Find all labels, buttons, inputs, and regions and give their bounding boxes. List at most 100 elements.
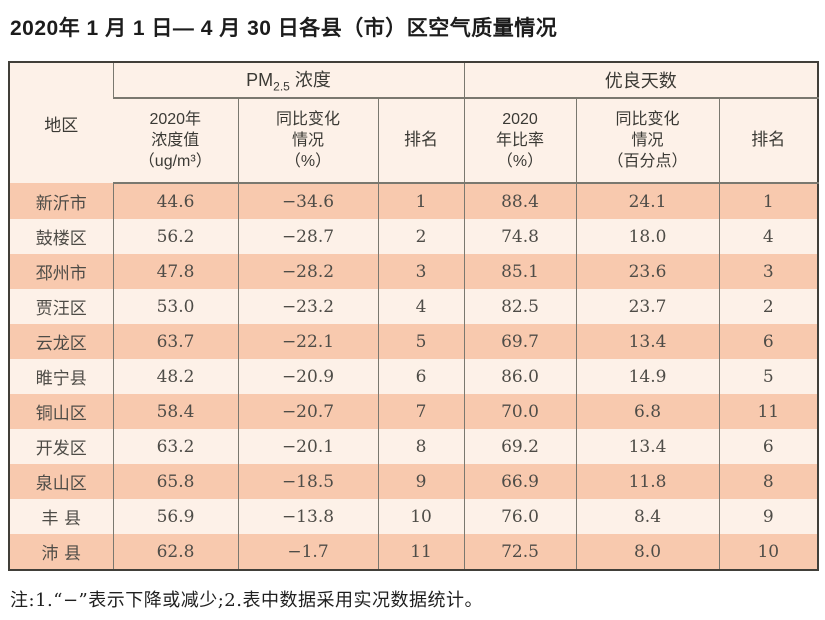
pm-value-cell: 58.4 [112, 394, 238, 429]
good-rate-cell: 69.2 [463, 429, 577, 464]
pm-change-cell: −20.7 [237, 394, 378, 429]
good-change-cell: 23.6 [575, 254, 720, 289]
table-row: 开发区 63.2 −20.1 8 69.2 13.4 6 [9, 429, 819, 464]
pm-suffix: 浓度 [289, 70, 331, 91]
pm-value-cell: 47.8 [112, 254, 238, 289]
region-cell: 贾汪区 [9, 289, 113, 324]
good-change-cell: 6.8 [575, 394, 720, 429]
pm-subscript: 2.5 [273, 79, 290, 94]
pm-change-cell: −28.2 [237, 254, 378, 289]
good-rank-cell: 9 [718, 499, 819, 534]
pm-change-cell: −23.2 [237, 289, 378, 324]
region-cell: 丰 县 [9, 499, 113, 534]
pm-rank-cell: 6 [377, 359, 465, 394]
region-cell: 泉山区 [9, 464, 113, 499]
col-header-pm-value: 2020年 浓度值 （ug/m³） [113, 98, 238, 184]
pm-value-cell: 62.8 [112, 534, 238, 570]
pm-rank-cell: 4 [377, 289, 465, 324]
good-rank-cell: 6 [718, 324, 819, 359]
pm-rank-cell: 3 [377, 254, 465, 289]
pm-change-cell: −28.7 [237, 219, 378, 254]
good-rate-cell: 86.0 [463, 359, 577, 394]
page-title: 2020年 1 月 1 日— 4 月 30 日各县（市）区空气质量情况 [10, 17, 558, 40]
region-cell: 云龙区 [9, 324, 113, 359]
table-row: 沛 县 62.8 −1.7 11 72.5 8.0 10 [9, 534, 819, 570]
sub-header-row: 2020年 浓度值 （ug/m³） 同比变化 情况 （%） 排名 2020 年比… [9, 98, 819, 184]
pm-rank-cell: 5 [377, 324, 465, 359]
good-rate-cell: 88.4 [463, 183, 577, 219]
col-header-good-rank: 排名 [718, 98, 819, 184]
pm-value-cell: 63.2 [112, 429, 238, 464]
pm-value-cell: 56.9 [112, 499, 238, 534]
table-row: 鼓楼区 56.2 −28.7 2 74.8 18.0 4 [9, 219, 819, 254]
pm-rank-cell: 1 [377, 183, 465, 219]
table-row: 云龙区 63.7 −22.1 5 69.7 13.4 6 [9, 324, 819, 359]
good-rank-cell: 4 [718, 219, 819, 254]
table-row: 丰 县 56.9 −13.8 10 76.0 8.4 9 [9, 499, 819, 534]
col-group-good-days: 优良天数 [463, 62, 819, 99]
pm-rank-cell: 10 [377, 499, 465, 534]
good-rate-cell: 85.1 [463, 254, 577, 289]
good-rank-cell: 5 [718, 359, 819, 394]
region-cell: 铜山区 [9, 394, 113, 429]
region-cell: 沛 县 [9, 534, 113, 570]
table-row: 新沂市 44.6 −34.6 1 88.4 24.1 1 [9, 183, 819, 219]
table-row: 睢宁县 48.2 −20.9 6 86.0 14.9 5 [9, 359, 819, 394]
region-cell: 鼓楼区 [9, 219, 113, 254]
pm-change-cell: −1.7 [237, 534, 378, 570]
table-row: 泉山区 65.8 −18.5 9 66.9 11.8 8 [9, 464, 819, 499]
table-row: 邳州市 47.8 −28.2 3 85.1 23.6 3 [9, 254, 819, 289]
good-change-cell: 13.4 [575, 429, 720, 464]
region-cell: 新沂市 [9, 183, 113, 219]
pm-value-cell: 56.2 [112, 219, 238, 254]
pm-change-cell: −34.6 [237, 183, 378, 219]
good-rank-cell: 6 [718, 429, 819, 464]
table-row: 铜山区 58.4 −20.7 7 70.0 6.8 11 [9, 394, 819, 429]
region-cell: 睢宁县 [9, 359, 113, 394]
good-change-cell: 14.9 [575, 359, 720, 394]
col-header-good-rate: 2020 年比率 （%） [463, 98, 577, 184]
good-rank-cell: 2 [718, 289, 819, 324]
group-header-row: 地区 PM2.5 浓度 优良天数 [9, 62, 819, 183]
pm-change-cell: −18.5 [237, 464, 378, 499]
good-rank-cell: 8 [718, 464, 819, 499]
good-change-cell: 13.4 [575, 324, 720, 359]
pm-rank-cell: 2 [377, 219, 465, 254]
good-rate-cell: 82.5 [463, 289, 577, 324]
pm-change-cell: −22.1 [237, 324, 378, 359]
good-rank-cell: 10 [718, 534, 819, 570]
good-rank-cell: 1 [718, 183, 819, 219]
good-change-cell: 24.1 [575, 183, 720, 219]
pm-value-cell: 63.7 [112, 324, 238, 359]
pm-label: PM [246, 70, 274, 91]
pm-change-cell: −20.1 [237, 429, 378, 464]
footnote: 注:1.“−”表示下降或减少;2.表中数据采用实况数据统计。 [10, 590, 483, 611]
good-rank-cell: 3 [718, 254, 819, 289]
pm-rank-cell: 8 [377, 429, 465, 464]
region-cell: 开发区 [9, 429, 113, 464]
pm-value-cell: 44.6 [112, 183, 238, 219]
good-rank-cell: 11 [718, 394, 819, 429]
pm-rank-cell: 11 [377, 534, 465, 570]
pm-value-cell: 48.2 [112, 359, 238, 394]
good-change-cell: 8.0 [575, 534, 720, 570]
pm-change-cell: −13.8 [237, 499, 378, 534]
air-quality-table: 地区 PM2.5 浓度 优良天数 2020年 浓度值 （ug/m³） 同比变化 … [8, 61, 820, 571]
good-rate-cell: 70.0 [463, 394, 577, 429]
good-rate-cell: 69.7 [463, 324, 577, 359]
col-header-pm-change: 同比变化 情况 （%） [237, 98, 378, 184]
region-cell: 邳州市 [9, 254, 113, 289]
col-group-pm25: PM2.5 浓度 [112, 62, 465, 99]
pm-change-cell: −20.9 [237, 359, 378, 394]
good-change-cell: 23.7 [575, 289, 720, 324]
col-header-good-change: 同比变化 情况 （百分点） [575, 98, 720, 184]
table-header: 地区 PM2.5 浓度 优良天数 2020年 浓度值 （ug/m³） 同比变化 … [9, 62, 819, 184]
pm-value-cell: 65.8 [112, 464, 238, 499]
col-header-region: 地区 [9, 62, 113, 183]
good-change-cell: 8.4 [575, 499, 720, 534]
pm-rank-cell: 7 [377, 394, 465, 429]
good-change-cell: 11.8 [575, 464, 720, 499]
good-rate-cell: 74.8 [463, 219, 577, 254]
